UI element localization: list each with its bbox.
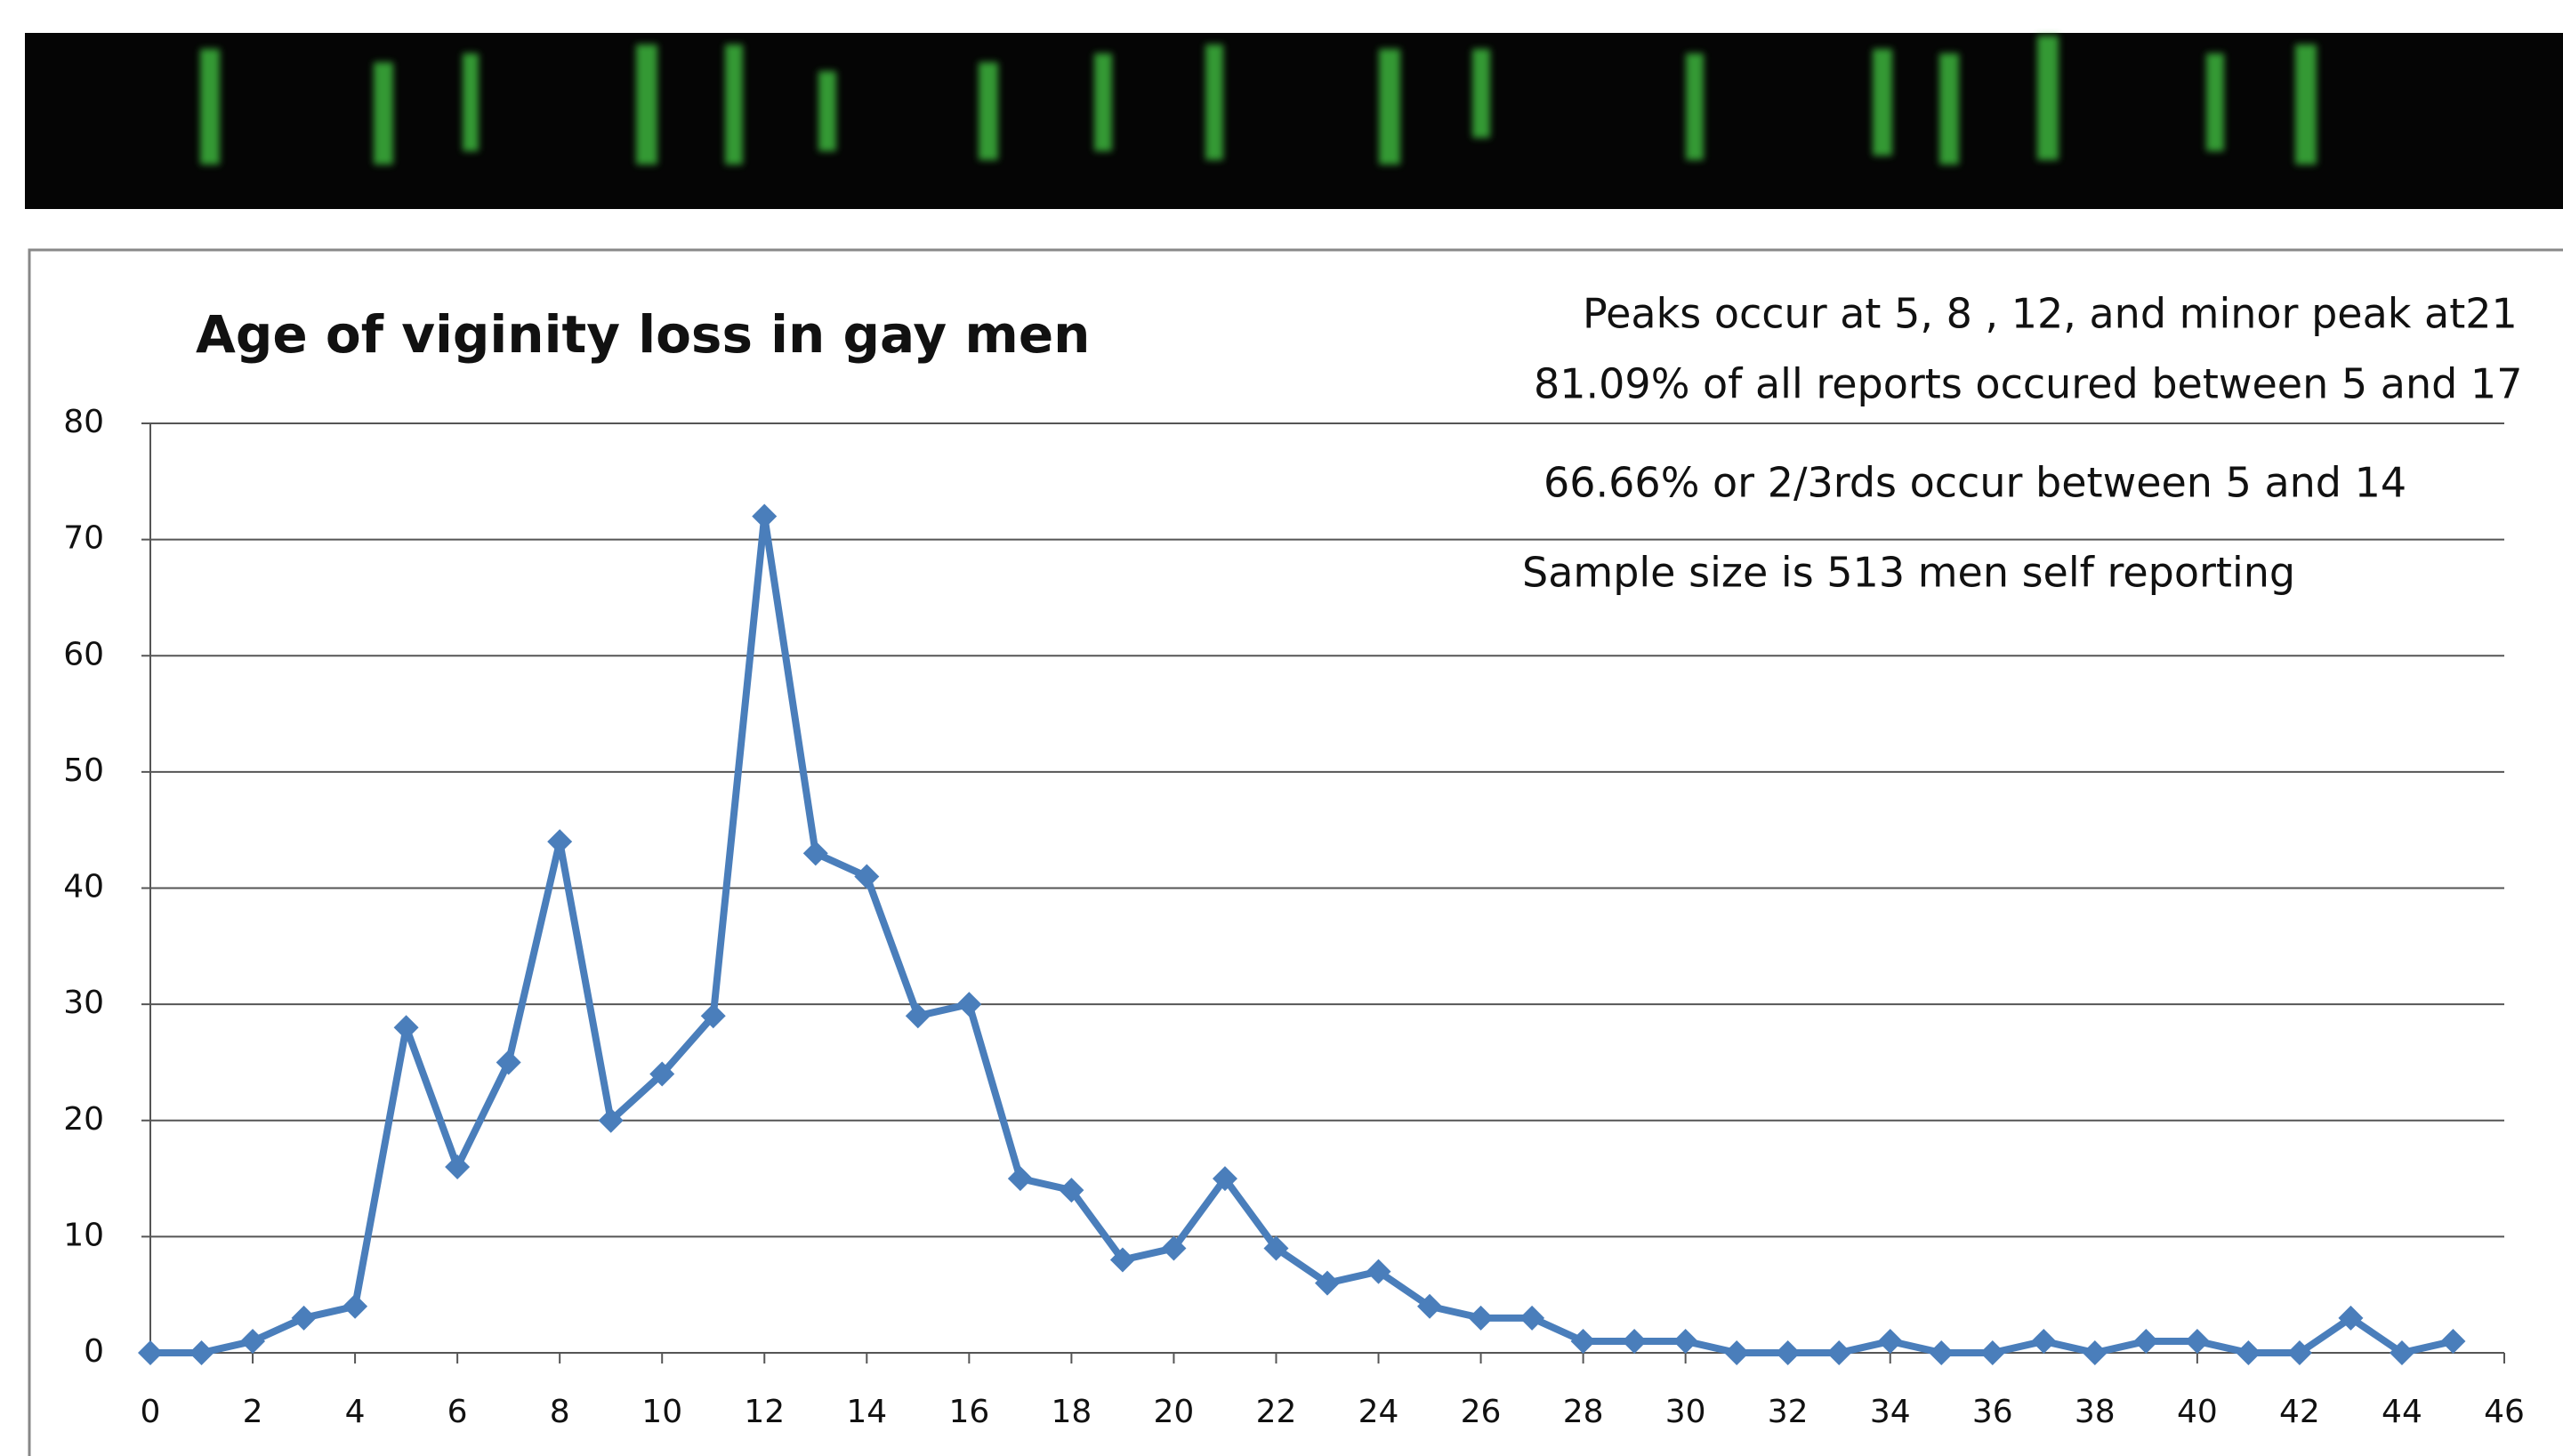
data-point bbox=[956, 992, 982, 1018]
x-tick-label: 40 bbox=[2177, 1394, 2218, 1430]
data-point bbox=[2133, 1328, 2159, 1354]
x-tick-label: 0 bbox=[141, 1394, 161, 1430]
x-tick-label: 42 bbox=[2279, 1394, 2320, 1430]
banner bbox=[25, 33, 2563, 209]
data-point bbox=[2184, 1328, 2210, 1354]
y-tick-label: 40 bbox=[63, 869, 104, 905]
data-point bbox=[291, 1305, 317, 1331]
annotation: Sample size is 513 men self reporting bbox=[1522, 549, 2295, 597]
data-point bbox=[802, 841, 828, 866]
annotation: 66.66% or 2/3rds occur between 5 and 14 bbox=[1543, 459, 2406, 507]
data-point bbox=[1007, 1166, 1033, 1192]
x-tick-label: 22 bbox=[1256, 1394, 1297, 1430]
data-point bbox=[700, 1003, 726, 1029]
data-point bbox=[1059, 1178, 1084, 1203]
data-point bbox=[1468, 1305, 1494, 1331]
y-tick-label: 0 bbox=[84, 1333, 104, 1370]
data-point bbox=[2440, 1328, 2466, 1354]
y-tick-label: 60 bbox=[63, 636, 104, 672]
data-point bbox=[2236, 1340, 2261, 1365]
x-tick-label: 36 bbox=[1972, 1394, 2013, 1430]
data-line bbox=[150, 512, 2454, 1356]
annotation: 81.09% of all reports occured between 5 … bbox=[1534, 360, 2522, 408]
x-tick-label: 34 bbox=[1870, 1394, 1911, 1430]
chart-title: Age of viginity loss in gay men bbox=[196, 304, 1090, 365]
data-point bbox=[1109, 1247, 1135, 1273]
data-point bbox=[1519, 1305, 1545, 1331]
x-tick-label: 28 bbox=[1563, 1394, 1604, 1430]
y-tick-label: 80 bbox=[63, 404, 104, 440]
data-point bbox=[1775, 1340, 1801, 1365]
x-tick-label: 32 bbox=[1768, 1394, 1809, 1430]
data-point bbox=[2082, 1340, 2108, 1365]
data-point bbox=[2389, 1340, 2414, 1365]
data-point bbox=[1877, 1328, 1903, 1354]
x-tick-label: 4 bbox=[345, 1394, 366, 1430]
y-tick-label: 70 bbox=[63, 520, 104, 557]
data-point bbox=[1929, 1340, 1954, 1365]
x-tick-label: 26 bbox=[1461, 1394, 1502, 1430]
data-point bbox=[240, 1328, 266, 1354]
data-point bbox=[598, 1107, 624, 1133]
data-point bbox=[1672, 1328, 1698, 1354]
x-tick-label: 12 bbox=[744, 1394, 785, 1430]
data-point bbox=[2031, 1328, 2057, 1354]
x-tick-label: 14 bbox=[846, 1394, 887, 1430]
y-tick-label: 30 bbox=[63, 985, 104, 1021]
data-point bbox=[854, 864, 880, 889]
x-tick-label: 18 bbox=[1051, 1394, 1092, 1430]
x-tick-label: 38 bbox=[2075, 1394, 2116, 1430]
data-point bbox=[1570, 1328, 1596, 1354]
data-point bbox=[189, 1340, 214, 1365]
data-point bbox=[1315, 1270, 1340, 1296]
data-point bbox=[1161, 1235, 1187, 1261]
data-point bbox=[2286, 1340, 2312, 1365]
x-tick-label: 8 bbox=[550, 1394, 570, 1430]
x-tick-label: 24 bbox=[1358, 1394, 1399, 1430]
annotation: Peaks occur at 5, 8 , 12, and minor peak… bbox=[1583, 290, 2518, 338]
data-point bbox=[905, 1003, 931, 1029]
x-tick-label: 6 bbox=[447, 1394, 468, 1430]
x-tick-label: 20 bbox=[1154, 1394, 1195, 1430]
y-tick-label: 10 bbox=[63, 1217, 104, 1253]
data-point bbox=[1622, 1328, 1648, 1354]
data-point bbox=[547, 829, 573, 855]
x-tick-label: 46 bbox=[2484, 1394, 2525, 1430]
data-point bbox=[445, 1154, 471, 1179]
x-tick-label: 30 bbox=[1665, 1394, 1706, 1430]
x-tick-label: 44 bbox=[2382, 1394, 2422, 1430]
data-point bbox=[2338, 1305, 2364, 1331]
data-point bbox=[496, 1050, 521, 1075]
x-tick-label: 10 bbox=[641, 1394, 682, 1430]
data-point bbox=[393, 1015, 419, 1041]
data-point bbox=[1212, 1166, 1237, 1192]
data-point bbox=[1826, 1340, 1852, 1365]
data-point bbox=[1417, 1293, 1443, 1319]
y-tick-label: 20 bbox=[63, 1101, 104, 1138]
data-point bbox=[1366, 1259, 1391, 1284]
data-point bbox=[1263, 1235, 1289, 1261]
data-point bbox=[649, 1061, 675, 1087]
x-tick-label: 16 bbox=[948, 1394, 989, 1430]
data-point bbox=[1979, 1340, 2005, 1365]
data-point bbox=[138, 1340, 163, 1365]
x-tick-label: 2 bbox=[243, 1394, 263, 1430]
data-point bbox=[343, 1293, 368, 1319]
banner-glow bbox=[200, 36, 2317, 165]
data-point bbox=[752, 503, 778, 529]
data-point bbox=[1724, 1340, 1750, 1365]
y-tick-label: 50 bbox=[63, 752, 104, 789]
chart-frame bbox=[28, 248, 2563, 1456]
